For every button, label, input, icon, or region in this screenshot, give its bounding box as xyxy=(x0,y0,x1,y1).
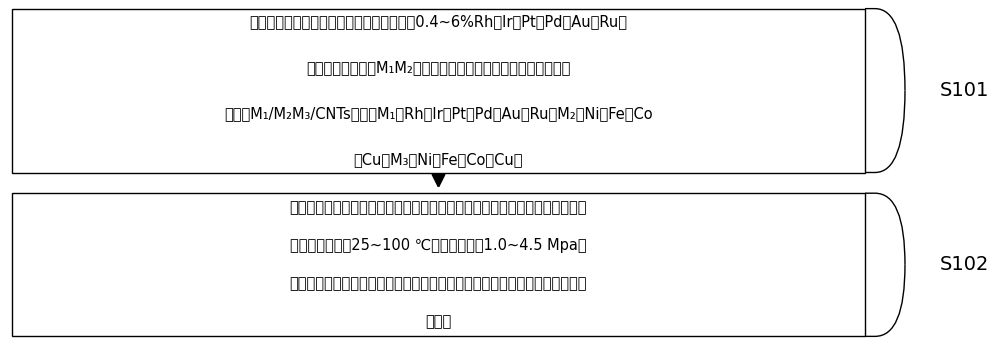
Text: 以碳纳米管（活性炭或炭黑）为载体，制备0.4~6%Rh（Ir、Pt、Pd、Au或Ru）: 以碳纳米管（活性炭或炭黑）为载体，制备0.4~6%Rh（Ir、Pt、Pd、Au或… xyxy=(250,14,628,29)
Text: 或Cu；M₃＝Ni、Fe、Co或Cu）: 或Cu；M₃＝Ni、Fe、Co或Cu） xyxy=(354,152,523,167)
Bar xyxy=(12,9,865,172)
Text: 压反应釜加热至25~100 ℃，反应压力为1.0~4.5 Mpa，: 压反应釜加热至25~100 ℃，反应压力为1.0~4.5 Mpa， xyxy=(290,238,587,253)
Text: 向高压反应釜中分别加入反应原料（如萒等多环芳烃化合物），傅化剂，将高: 向高压反应釜中分别加入反应原料（如萒等多环芳烃化合物），傅化剂，将高 xyxy=(290,200,587,215)
Text: 物组成: 物组成 xyxy=(425,315,452,329)
Text: S102: S102 xyxy=(940,255,989,274)
Text: （记作M₁/M₂M₃/CNTs，其中M₁＝Rh、Ir、Pt、Pd、Au或Ru；M₂＝Ni、Fe、Co: （记作M₁/M₂M₃/CNTs，其中M₁＝Rh、Ir、Pt、Pd、Au或Ru；M… xyxy=(224,106,653,121)
Bar xyxy=(12,193,865,336)
Text: 为纳米小岛负载于M₁M₂双金属纳米颗粒的三元金属负载型傅化剂: 为纳米小岛负载于M₁M₂双金属纳米颗粒的三元金属负载型傅化剂 xyxy=(306,60,571,75)
Text: S101: S101 xyxy=(940,81,989,100)
Text: 并恒温反应一段时间，排出剩余气体，离心分离得产物，用气相色谱仪分析产: 并恒温反应一段时间，排出剩余气体，离心分离得产物，用气相色谱仪分析产 xyxy=(290,276,587,292)
